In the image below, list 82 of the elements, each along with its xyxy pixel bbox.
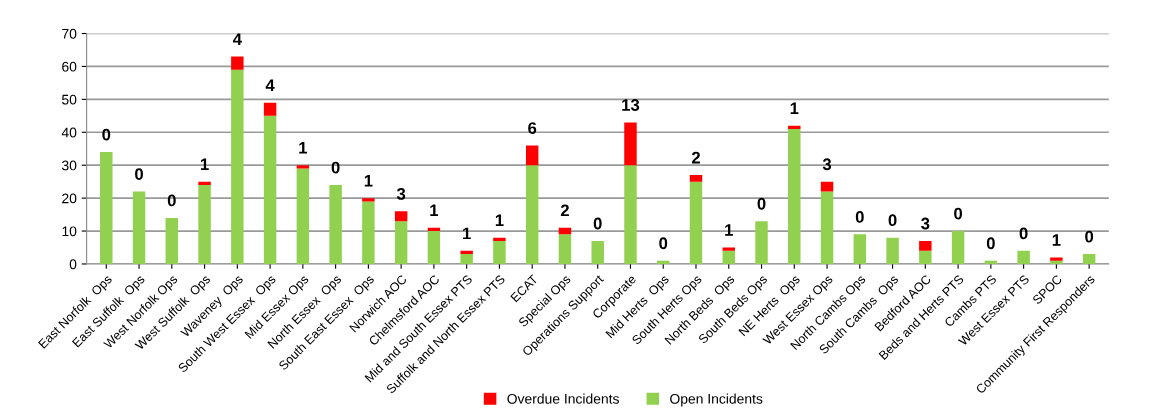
bar: [362, 201, 375, 264]
data-label: 0: [593, 217, 602, 230]
bar: [722, 250, 735, 264]
legend-label: Open Incidents: [670, 393, 763, 407]
bar: [493, 237, 506, 241]
data-label: 0: [986, 237, 995, 250]
bar: [1017, 250, 1030, 264]
y-tick-label: 40: [61, 127, 77, 138]
bar: [460, 250, 473, 255]
bar: [624, 122, 637, 166]
data-label: 3: [822, 158, 832, 171]
bar: [231, 69, 244, 264]
bar: [231, 56, 244, 70]
data-label: 0: [855, 211, 864, 223]
legend-label: Overdue Incidents: [507, 393, 619, 404]
data-label: 0: [888, 214, 897, 227]
y-tick-label: 30: [61, 160, 77, 171]
bar: [689, 175, 703, 182]
data-label: 1: [299, 142, 308, 154]
bar: [919, 250, 932, 264]
data-label: 1: [430, 204, 439, 217]
bar: [689, 181, 703, 264]
data-label: 0: [331, 161, 340, 174]
data-label: 0: [757, 197, 766, 210]
bar: [525, 145, 539, 166]
bar: [886, 237, 899, 264]
bar: [788, 128, 801, 264]
bar: [591, 240, 604, 264]
data-label: 0: [954, 207, 963, 220]
data-label: 0: [659, 237, 668, 250]
bar: [853, 234, 867, 264]
y-tick-label: 70: [62, 28, 77, 39]
data-label: 1: [1052, 234, 1061, 246]
data-label: 13: [622, 99, 640, 111]
data-label: 3: [921, 217, 930, 230]
data-label: 0: [1085, 230, 1094, 243]
data-label: 1: [463, 227, 471, 240]
bar: [100, 152, 113, 264]
data-label: 1: [725, 224, 733, 236]
data-label: 6: [528, 122, 537, 134]
bar: [198, 181, 211, 185]
data-label: 1: [200, 158, 209, 170]
bar: [951, 231, 965, 264]
bar: [263, 102, 277, 116]
data-label: 1: [495, 214, 504, 226]
data-label: 1: [364, 174, 373, 187]
bar: [755, 221, 768, 264]
bar: [820, 181, 834, 192]
bar: [394, 211, 408, 222]
bar: [558, 234, 572, 264]
bar: [788, 125, 801, 129]
bar: [1082, 254, 1096, 264]
bar: [132, 191, 146, 264]
y-tick-label: 10: [62, 226, 77, 237]
bar: [624, 165, 637, 264]
data-label: 0: [135, 168, 143, 181]
y-tick-label: 20: [62, 193, 77, 204]
bar: [329, 184, 342, 264]
bar: [460, 254, 473, 264]
data-label: 1: [790, 102, 799, 115]
bar: [362, 198, 375, 202]
y-tick-label: 0: [69, 259, 77, 270]
bar: [198, 184, 211, 264]
data-label: 4: [265, 79, 275, 91]
bar: [493, 240, 506, 264]
bar: [394, 221, 408, 264]
data-label: 2: [691, 151, 700, 164]
data-label: 0: [102, 128, 111, 141]
bar: [427, 231, 441, 264]
bar: [525, 165, 539, 264]
data-label: 0: [1019, 227, 1028, 240]
data-label: 3: [396, 187, 406, 200]
bar: [165, 217, 179, 264]
data-label: 2: [560, 204, 569, 217]
bar: [919, 240, 932, 251]
bar: [296, 168, 310, 264]
data-label: 4: [232, 33, 242, 45]
y-tick-label: 50: [62, 94, 77, 105]
bar: [820, 191, 834, 264]
data-label: 0: [167, 194, 176, 207]
bar: [263, 115, 277, 264]
y-tick-label: 60: [62, 61, 77, 72]
